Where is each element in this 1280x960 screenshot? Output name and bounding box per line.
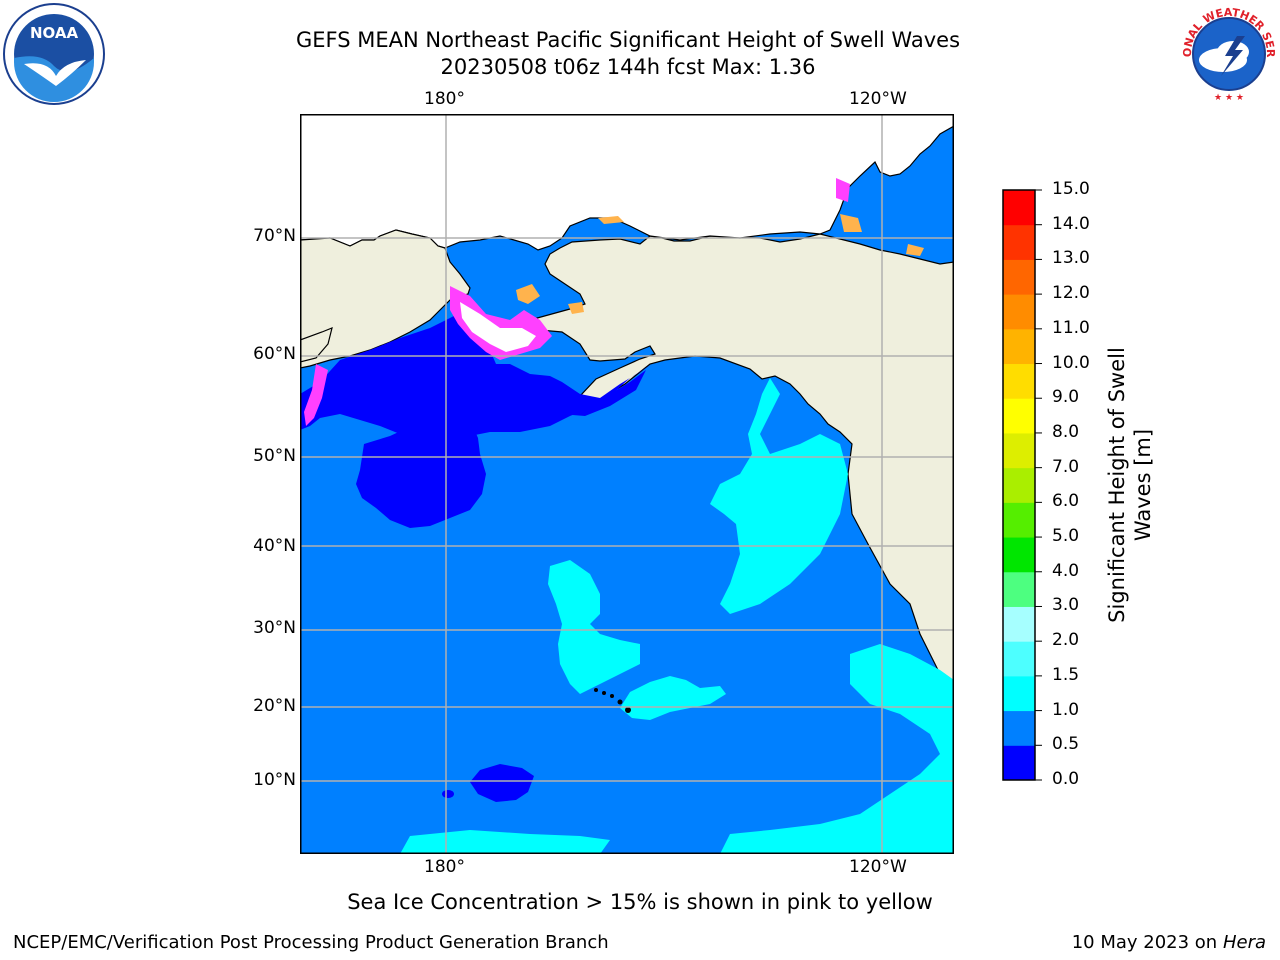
footer-machine: Hera: [1222, 932, 1266, 953]
sea-ice: [304, 178, 924, 426]
colorbar-tick-label: 5.0: [1052, 526, 1080, 547]
chart-title: GEFS MEAN Northeast Pacific Significant …: [295, 28, 961, 52]
lon-label-bottom-120w: 120°W: [849, 857, 907, 877]
colorbar-tick-label: 4.0: [1052, 560, 1080, 581]
lat-label-70n: 70°N: [253, 226, 296, 246]
colorbar-tick-label: 1.5: [1052, 664, 1080, 685]
swell-cyan-south: [400, 830, 610, 854]
colorbar-tick-label: 15.0: [1052, 179, 1090, 199]
lat-label-40n: 40°N: [253, 536, 296, 556]
colorbar-tick-label: 9.0: [1052, 387, 1080, 408]
colorbar-segment: [1003, 571, 1035, 607]
footer-branch: NCEP/EMC/Verification Post Processing Pr…: [13, 932, 609, 953]
footer-date: 10 May 2023 on Hera: [1072, 932, 1266, 953]
ocean-low-dot: [442, 790, 454, 798]
colorbar-segment: [1003, 641, 1035, 677]
colorbar-segment: [1003, 363, 1035, 399]
colorbar-tick-label: 0.5: [1052, 734, 1080, 755]
svg-text:NOAA: NOAA: [30, 24, 79, 42]
colorbar-tick-label: 13.0: [1052, 248, 1090, 269]
ocean-low-patch-south: [470, 764, 534, 802]
bering-sea-low: [300, 310, 652, 444]
lat-label-20n: 20°N: [253, 696, 296, 716]
colorbar-segment: [1003, 432, 1035, 469]
colorbar-segment: [1003, 259, 1035, 295]
colorbar-segment: [1003, 224, 1035, 260]
colorbar-tick-label: 2.0: [1052, 630, 1080, 651]
colorbar-tick-label: 12.0: [1052, 283, 1090, 304]
sea-ice-note: Sea Ice Concentration > 15% is shown in …: [347, 890, 933, 914]
swell-cyan-hawaii: [620, 676, 726, 720]
colorbar-tick-label: 8.0: [1052, 421, 1080, 442]
colorbar-tick-label: 6.0: [1052, 491, 1080, 512]
colorbar-segment: [1003, 502, 1035, 538]
lat-label-60n: 60°N: [253, 344, 296, 364]
lat-label-50n: 50°N: [253, 446, 296, 466]
swell-cyan-central: [548, 560, 640, 694]
colorbar-segment: [1003, 398, 1035, 434]
footer-date-text: 10 May 2023 on: [1071, 932, 1218, 953]
colorbar-segment: [1003, 745, 1035, 781]
land-kamchatka: [300, 327, 333, 363]
gulf-alaska-low: [560, 370, 646, 416]
colorbar-tick-label: 11.0: [1052, 317, 1090, 338]
swell-cyan-east: [720, 644, 954, 854]
colorbar-tick-label: 10.0: [1052, 352, 1090, 373]
colorbar-tick-label: 1.0: [1052, 699, 1080, 720]
lon-label-top-180: 180°: [424, 89, 465, 109]
land-chukotka: [300, 229, 471, 369]
colorbar-label: Significant Height of Swell Waves [m]: [1105, 347, 1155, 623]
nws-logo: NATIONAL WEATHER SERVICE ★ ★ ★: [1177, 2, 1279, 104]
colorbar-segment: [1003, 294, 1035, 330]
lon-label-top-120w: 120°W: [849, 89, 907, 109]
colorbar: [1002, 189, 1042, 781]
ocean-low-patch-north: [356, 414, 486, 528]
colorbar-tick-label: 7.0: [1052, 456, 1080, 477]
lat-label-30n: 30°N: [253, 618, 296, 638]
lat-label-10n: 10°N: [253, 770, 296, 790]
colorbar-segment: [1003, 537, 1035, 573]
colorbar-tick-label: 0.0: [1052, 769, 1080, 789]
chart-subtitle: 20230508 t06z 144h fcst Max: 1.36: [440, 55, 816, 79]
graticule: [300, 114, 954, 854]
colorbar-segment: [1003, 606, 1035, 642]
noaa-logo: NOAA: [3, 3, 105, 105]
svg-text:★ ★ ★: ★ ★ ★: [1214, 93, 1244, 103]
hawaiian-islands: [594, 688, 631, 713]
swell-cyan-offshore: [710, 378, 848, 614]
colorbar-segment: [1003, 190, 1035, 226]
colorbar-segment: [1003, 710, 1035, 746]
colorbar-segment: [1003, 675, 1035, 712]
lon-label-bottom-180: 180°: [424, 857, 465, 877]
colorbar-segment: [1003, 467, 1035, 503]
swell-height-map: [300, 114, 954, 854]
colorbar-tick-label: 3.0: [1052, 595, 1080, 616]
colorbar-tick-label: 14.0: [1052, 213, 1090, 234]
colorbar-segment: [1003, 328, 1035, 365]
